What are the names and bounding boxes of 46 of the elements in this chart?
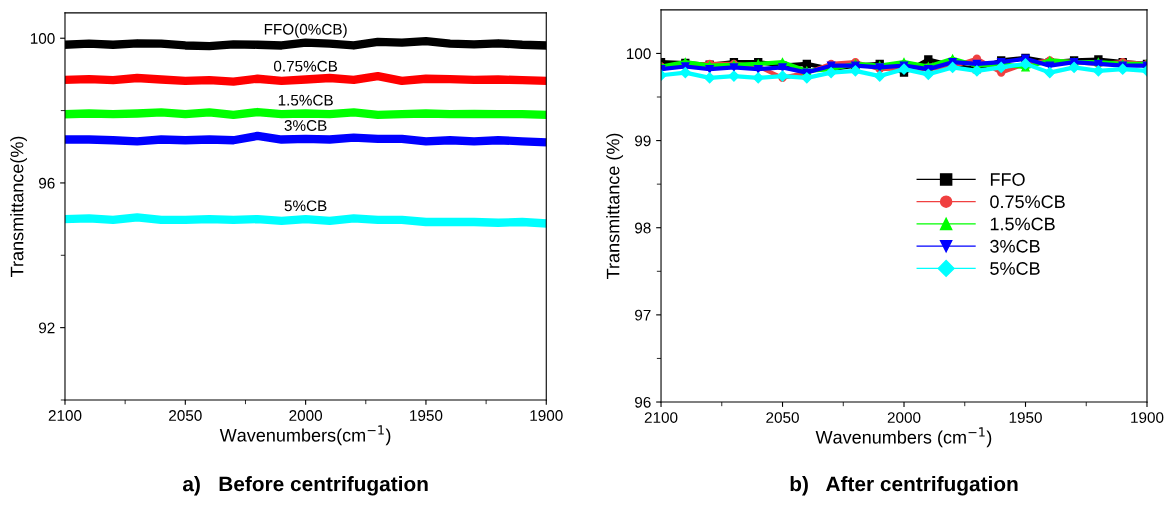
x-tick-label: 2000 [887,412,921,423]
point [849,65,862,77]
y-tick-label: 96 [635,396,651,408]
point [705,64,714,74]
text: b) After centrifugation [790,476,1018,496]
x-axis-title: Wavenumbers (cm$^{−1}$) [815,427,992,448]
point [729,63,739,72]
x-tick-label: 2100 [644,412,678,423]
legend-label: 1.5%CB [990,217,1055,231]
series-label: 3%CB [284,120,327,131]
point [1068,61,1080,73]
series-label: 1.5%CB [278,94,333,106]
x-tick-label: 2050 [766,412,799,423]
y-axis-title: Transmittance (%) [606,133,624,279]
x-tick-label: 1900 [1131,412,1164,423]
x-tick-label: 2000 [289,410,323,421]
y-axis-title: Transmittance(%) [10,136,27,277]
y-tick-label: 92 [38,322,55,334]
y-tick-label: 100 [626,48,651,60]
y-tick-label: 99 [635,135,651,147]
legend-label: 3%CB [990,239,1040,253]
point [874,70,886,82]
legend-label: 0.75%CB [990,195,1065,209]
y-tick-label: 96 [38,177,55,189]
y-tick-label: 100 [30,33,55,44]
x-tick-label: 1950 [410,410,443,421]
point [752,72,764,84]
legend-label: 5%CB [990,262,1040,275]
x-tick-label: 1900 [530,410,563,421]
text: a) Before centrifugation [182,476,428,496]
point [924,55,933,64]
legend-label: FFO [990,173,1025,186]
x-tick-label: 2050 [169,410,202,421]
point [1044,67,1056,79]
y-tick-label: 98 [635,222,651,234]
y-tick-label: 97 [635,309,651,321]
series-label: FFO(0%CB) [264,23,347,38]
point [801,72,813,84]
point [825,67,837,79]
series-label: 5%CB [284,200,327,212]
x-tick-label: 2100 [48,410,82,421]
series-label: 0.75%CB [273,60,338,72]
point [728,70,740,82]
x-axis-title: Wavenumbers(cm$^{−1}$) [219,425,391,446]
point [922,68,934,80]
x-tick-label: 1950 [1009,412,1042,423]
